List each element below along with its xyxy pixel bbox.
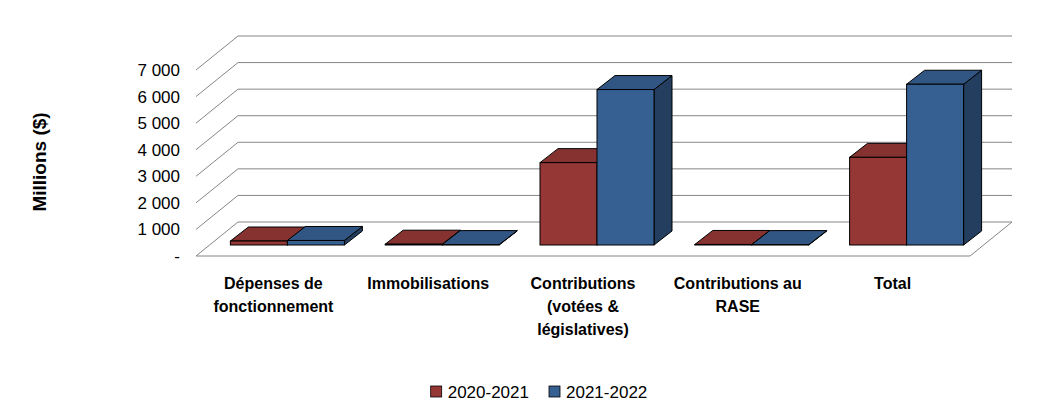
x-tick-label: Contributions (votées & législatives): [508, 272, 658, 341]
grid-line: [196, 36, 1012, 70]
y-tick-label: 2 000: [137, 194, 180, 213]
bar-front: [597, 90, 654, 245]
bar: [287, 226, 362, 245]
bar-front: [230, 241, 287, 245]
bar-front: [850, 157, 907, 245]
bar-top: [752, 231, 827, 245]
legend-label: 2020-2021: [448, 383, 529, 402]
y-tick-label: 7 000: [137, 61, 180, 80]
y-tick-label: 3 000: [137, 167, 180, 186]
bar-front: [540, 163, 597, 245]
y-tick-label: -: [174, 247, 180, 266]
bar: [752, 231, 827, 245]
y-tick-label: 5 000: [137, 114, 180, 133]
bar-top: [442, 231, 517, 245]
bar: [907, 70, 982, 245]
y-axis-label: Millions ($): [29, 112, 50, 211]
bar: [597, 76, 672, 245]
bar-front: [752, 244, 809, 245]
bar-front: [907, 84, 964, 245]
legend: 2020-2021 2021-2022: [431, 383, 648, 402]
legend-swatch: [549, 386, 560, 397]
bar-side: [654, 76, 672, 245]
legend-label: 2021-2022: [566, 383, 647, 402]
bar-front: [385, 244, 442, 246]
bars: [230, 70, 981, 245]
y-tick-label: 6 000: [137, 88, 180, 107]
bar-side: [964, 70, 982, 245]
bar-front: [287, 240, 344, 245]
page: {"chart_data": { "type": "bar", "y_label…: [0, 0, 1058, 415]
chart: - 1 000 2 000 3 000 4 000 5 000 6 000 7 000 Mill…: [0, 0, 1058, 415]
y-tick-label: 1 000: [137, 220, 180, 239]
x-tick-label: Immobilisations: [353, 272, 503, 295]
bar: [442, 231, 517, 245]
bar-top: [287, 226, 362, 240]
grid: [196, 36, 1012, 256]
x-tick-label: Contributions au RASE: [663, 272, 813, 318]
legend-swatch: [431, 386, 442, 397]
x-tick-label: Dépenses de fonctionnement: [198, 272, 348, 318]
y-tick-label: 4 000: [137, 141, 180, 160]
bar-front: [442, 244, 499, 245]
bar-top: [597, 76, 672, 90]
bar-top: [907, 70, 982, 84]
x-tick-label: Total: [818, 272, 968, 295]
bar-front: [695, 244, 752, 246]
